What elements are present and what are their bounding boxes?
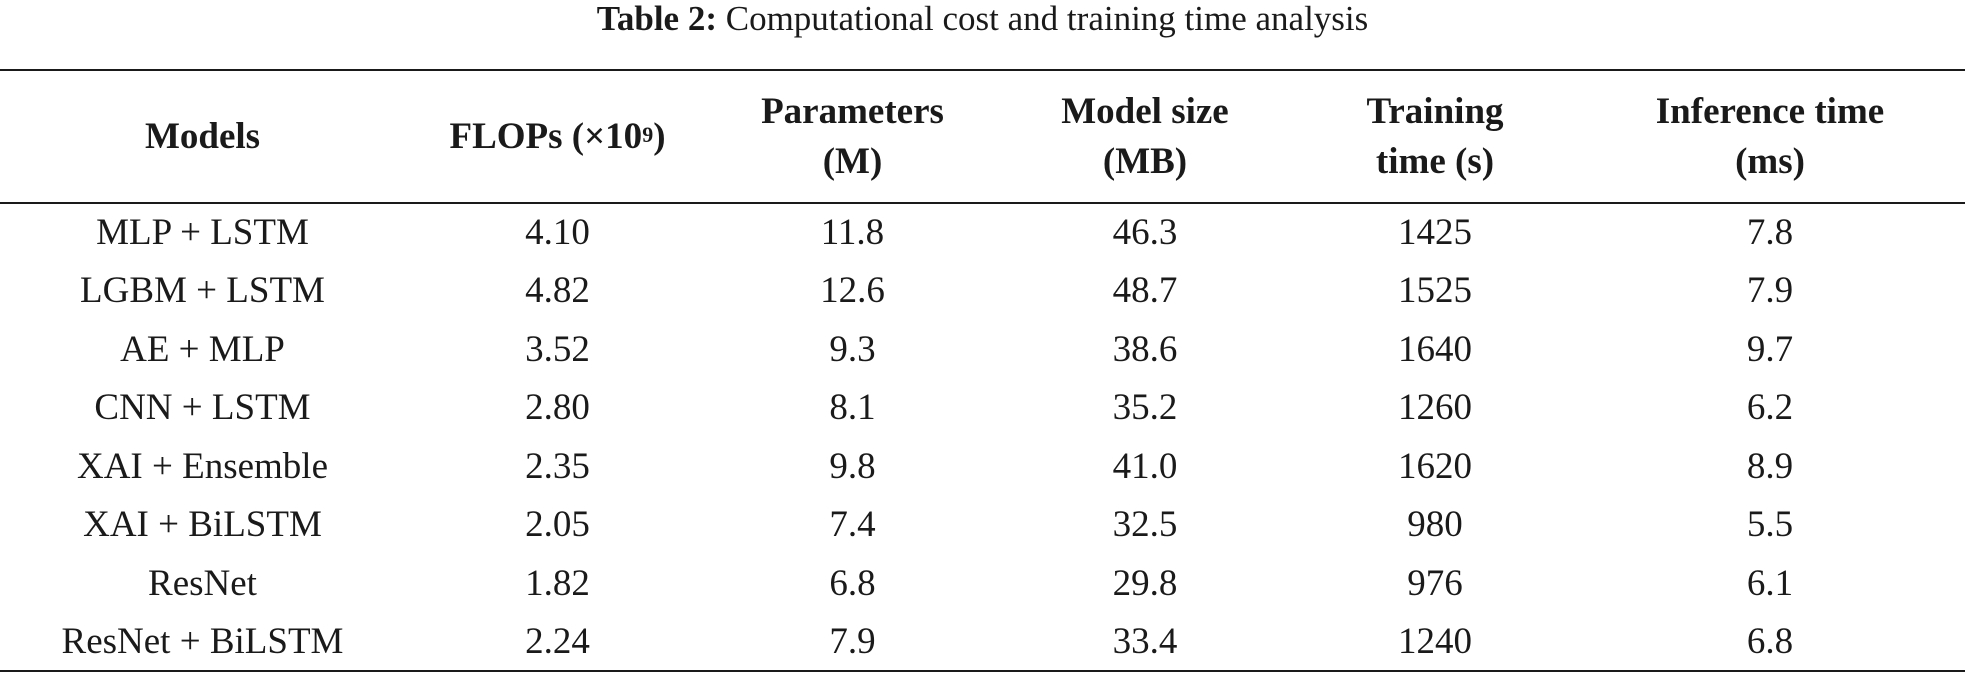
cell-model-size: 35.2 bbox=[1112, 387, 1178, 429]
cell-model-size: 38.6 bbox=[1112, 328, 1178, 370]
header-model-size: Model size (MB) bbox=[995, 69, 1295, 204]
cell-inference-time: 6.8 bbox=[1575, 612, 1965, 672]
cell-training-time: 1640 bbox=[1398, 328, 1472, 370]
cell-model-size: 32.5 bbox=[1112, 504, 1178, 546]
cell-flops: 1.82 bbox=[525, 562, 590, 604]
cell-flops: 4.82 bbox=[525, 270, 590, 312]
cell-model: ResNet + BiLSTM bbox=[0, 612, 405, 672]
cell-parameters: 9.8 bbox=[829, 445, 876, 487]
cell-training-time: 1260 bbox=[1398, 387, 1472, 429]
cell-model: XAI + BiLSTM bbox=[83, 504, 322, 546]
header-training-time-line-2: time (s) bbox=[1375, 140, 1495, 182]
cell-flops: 4.10 bbox=[525, 212, 590, 254]
table-row: ResNet 1.82 6.8 29.8 976 6.1 bbox=[0, 554, 1965, 613]
cell-model-size: 48.7 bbox=[1112, 270, 1178, 312]
cell-training-time: 980 bbox=[1407, 504, 1463, 546]
cell-model: MLP + LSTM bbox=[96, 212, 309, 254]
table-body: MLP + LSTM 4.10 11.8 46.3 1425 7.8 LGBM … bbox=[0, 203, 1965, 672]
header-flops-suffix: ) bbox=[653, 115, 666, 157]
cell-flops: 2.80 bbox=[525, 387, 590, 429]
header-flops-prefix: FLOPs (×10 bbox=[449, 115, 643, 157]
table-row: CNN + LSTM 2.80 8.1 35.2 1260 6.2 bbox=[0, 379, 1965, 438]
cell-parameters: 12.6 bbox=[820, 270, 885, 312]
header-inference-time-line-2: (ms) bbox=[1735, 140, 1805, 182]
cell-parameters: 7.4 bbox=[829, 504, 876, 546]
table-header: Models FLOPs (×109) Parameters (M) Model… bbox=[0, 69, 1965, 204]
cell-parameters: 11.8 bbox=[820, 212, 885, 254]
cell-training-time: 1620 bbox=[1398, 445, 1472, 487]
cell-flops: 2.05 bbox=[525, 504, 590, 546]
cell-inference-time: 7.8 bbox=[1746, 212, 1794, 254]
cell-model: CNN + LSTM bbox=[94, 387, 311, 429]
header-model-size-line-1: Model size bbox=[1061, 90, 1229, 132]
cell-inference-time: 5.5 bbox=[1746, 504, 1794, 546]
cell-inference-time: 9.7 bbox=[1746, 328, 1794, 370]
header-inference-time: Inference time (ms) bbox=[1575, 69, 1965, 204]
cell-training-time: 976 bbox=[1407, 562, 1463, 604]
cell-model-size: 46.3 bbox=[1112, 212, 1178, 254]
header-flops-line: FLOPs (×109) bbox=[405, 112, 710, 162]
cell-parameters: 9.3 bbox=[829, 328, 876, 370]
cell-model: XAI + Ensemble bbox=[76, 445, 329, 487]
header-row: Models FLOPs (×109) Parameters (M) Model… bbox=[0, 69, 1965, 204]
table-caption-text: Computational cost and training time ana… bbox=[725, 0, 1369, 38]
cell-training-time: 1425 bbox=[1398, 212, 1472, 254]
cell-flops: 2.24 bbox=[405, 612, 710, 672]
header-training-time: Training time (s) bbox=[1295, 69, 1575, 204]
table-row: ResNet + BiLSTM 2.24 7.9 33.4 1240 6.8 bbox=[0, 612, 1965, 672]
cell-parameters: 8.1 bbox=[829, 387, 876, 429]
header-parameters-line-2: (M) bbox=[822, 140, 883, 182]
table-caption: Table 2: Computational cost and training… bbox=[0, 0, 1965, 40]
header-inference-time-line-1: Inference time bbox=[1655, 90, 1885, 132]
table-caption-label: Table 2: bbox=[596, 0, 717, 38]
table-row: LGBM + LSTM 4.82 12.6 48.7 1525 7.9 bbox=[0, 262, 1965, 321]
header-training-time-line-1: Training bbox=[1366, 90, 1504, 132]
cell-inference-time: 6.1 bbox=[1746, 562, 1794, 604]
cell-model-size: 29.8 bbox=[1112, 562, 1178, 604]
header-model-size-line-2: (MB) bbox=[1102, 140, 1188, 182]
cell-model: AE + MLP bbox=[120, 328, 285, 370]
cell-inference-time: 8.9 bbox=[1746, 445, 1794, 487]
table-row: AE + MLP 3.52 9.3 38.6 1640 9.7 bbox=[0, 320, 1965, 379]
table-row: XAI + Ensemble 2.35 9.8 41.0 1620 8.9 bbox=[0, 437, 1965, 496]
cell-model-size: 41.0 bbox=[1112, 445, 1178, 487]
header-models: Models bbox=[0, 69, 405, 204]
cell-training-time: 1525 bbox=[1398, 270, 1472, 312]
header-parameters-line-1: Parameters bbox=[761, 90, 944, 132]
cell-model-size: 33.4 bbox=[995, 612, 1295, 672]
cell-model: ResNet bbox=[148, 562, 257, 604]
header-flops-exponent: 9 bbox=[642, 121, 654, 147]
cell-training-time: 1240 bbox=[1295, 612, 1575, 672]
header-parameters: Parameters (M) bbox=[710, 69, 995, 204]
cell-model: LGBM + LSTM bbox=[80, 270, 325, 312]
cell-flops: 3.52 bbox=[525, 328, 590, 370]
cell-inference-time: 6.2 bbox=[1746, 387, 1794, 429]
header-models-line-1: Models bbox=[144, 115, 261, 157]
cell-parameters: 7.9 bbox=[710, 612, 995, 672]
header-flops: FLOPs (×109) bbox=[405, 69, 710, 204]
cell-flops: 2.35 bbox=[525, 445, 590, 487]
cell-parameters: 6.8 bbox=[829, 562, 876, 604]
computational-cost-table: Models FLOPs (×109) Parameters (M) Model… bbox=[0, 69, 1965, 672]
table-row: MLP + LSTM 4.10 11.8 46.3 1425 7.8 bbox=[0, 203, 1965, 262]
table-row: XAI + BiLSTM 2.05 7.4 32.5 980 5.5 bbox=[0, 496, 1965, 555]
cell-inference-time: 7.9 bbox=[1746, 270, 1794, 312]
